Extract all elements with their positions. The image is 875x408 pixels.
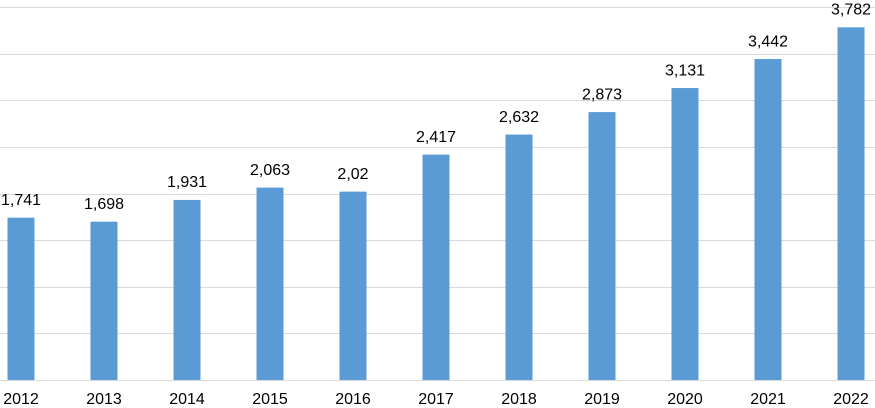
- bar: [7, 217, 35, 380]
- value-label: 1,931: [167, 174, 207, 191]
- x-tick-label: 2017: [418, 391, 454, 408]
- value-label: 2,02: [337, 166, 368, 183]
- bar: [339, 191, 367, 380]
- x-tick-label: 2018: [501, 391, 537, 408]
- x-tick-label: 2013: [86, 391, 122, 408]
- value-label: 2,063: [250, 162, 290, 179]
- value-label: 2,873: [582, 86, 622, 103]
- value-label: 3,131: [665, 62, 705, 79]
- value-label: 3,442: [748, 33, 788, 50]
- bar: [505, 134, 533, 380]
- x-tick-label: 2012: [3, 391, 39, 408]
- x-tick-label: 2014: [169, 391, 205, 408]
- x-tick-label: 2020: [667, 391, 703, 408]
- bar: [588, 112, 616, 381]
- bar: [256, 187, 284, 380]
- value-label: 1,741: [1, 192, 41, 209]
- bar: [422, 154, 450, 380]
- x-tick-label: 2022: [833, 391, 869, 408]
- bar: [173, 199, 201, 380]
- x-tick-label: 2015: [252, 391, 288, 408]
- x-tick-label: 2021: [750, 391, 786, 408]
- bar: [754, 59, 782, 380]
- value-label: 2,417: [416, 129, 456, 146]
- value-label: 3,782: [831, 2, 871, 19]
- x-tick-label: 2019: [584, 391, 620, 408]
- bar: [90, 221, 118, 380]
- bar: [671, 88, 699, 381]
- value-label: 2,632: [499, 109, 539, 126]
- x-tick-label: 2016: [335, 391, 371, 408]
- bar: [837, 27, 865, 381]
- value-label: 1,698: [84, 196, 124, 213]
